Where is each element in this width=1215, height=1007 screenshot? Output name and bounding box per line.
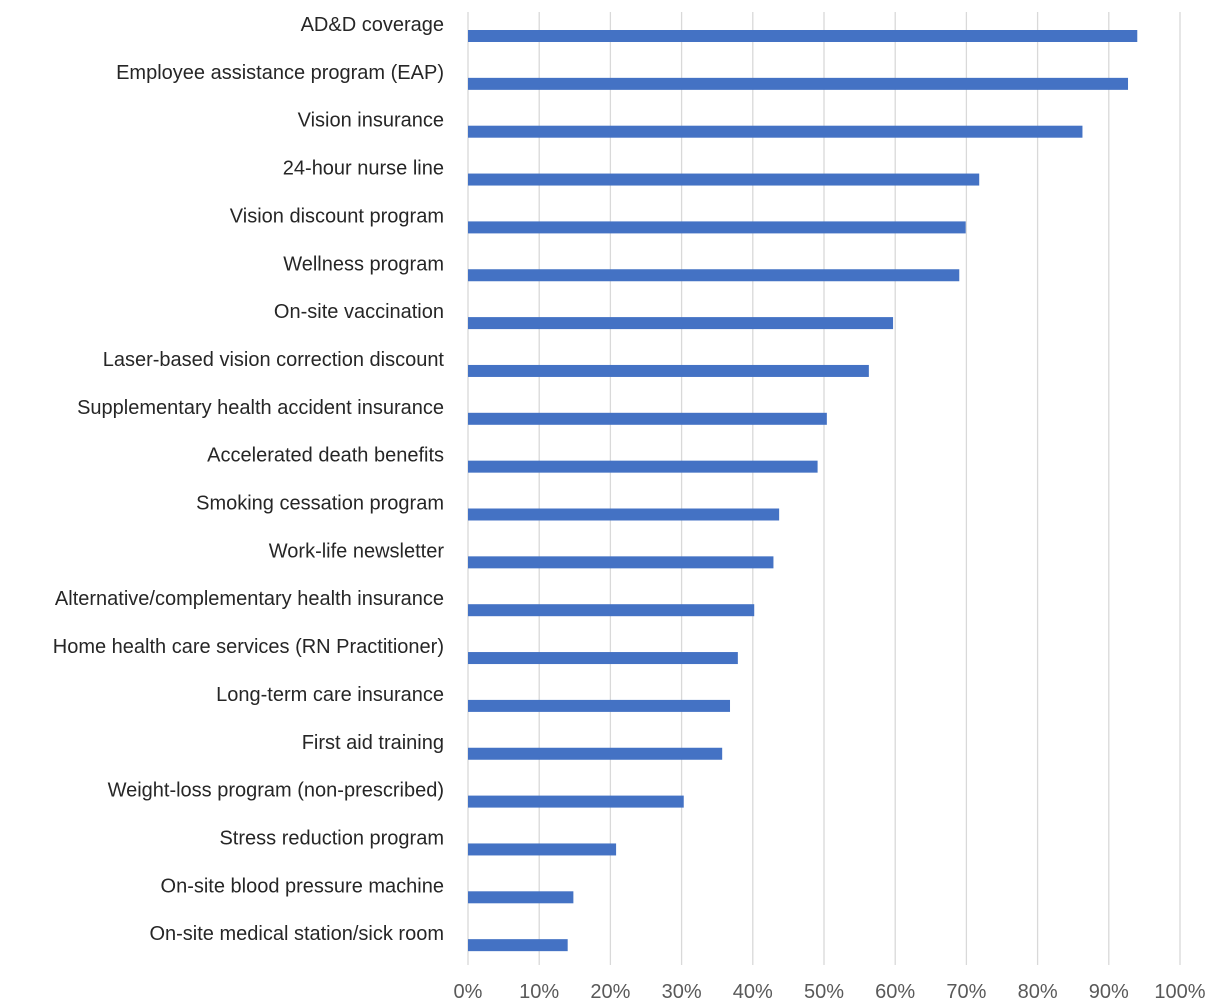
bar (468, 508, 780, 521)
bar (468, 939, 568, 952)
bar (468, 604, 755, 617)
x-tick-label: 100% (1154, 981, 1205, 1003)
x-tick-label: 50% (804, 981, 844, 1003)
bar (468, 364, 869, 377)
category-label: Alternative/complementary health insuran… (55, 588, 444, 610)
category-labels: AD&D coverage Employee assistance program… (53, 14, 445, 945)
category-label: On-site vaccination (274, 301, 444, 323)
category-label: 24-hour nurse line (283, 158, 444, 180)
bar (468, 699, 731, 712)
category-label: Stress reduction program (219, 827, 444, 849)
x-tick-label: 60% (875, 981, 915, 1003)
bar (468, 556, 774, 569)
bar (468, 795, 684, 808)
category-label: Vision discount program (230, 205, 444, 227)
x-tick-label: 80% (1018, 981, 1058, 1003)
category-label: Work-life newsletter (269, 540, 445, 562)
bars (468, 30, 1138, 952)
bar (468, 652, 738, 665)
category-label: AD&D coverage (301, 14, 444, 36)
bar (468, 173, 980, 186)
x-tick-label: 70% (946, 981, 986, 1003)
bar (468, 843, 617, 856)
category-label: Home health care services (RN Practition… (53, 636, 444, 658)
bar (468, 317, 894, 330)
category-label: Supplementary health accident insurance (77, 397, 444, 419)
category-label: Long-term care insurance (216, 684, 444, 706)
x-axis-tick-labels: 0% 10% 20% 30% 40% 50% 60% 70% 80% 90% 100% (454, 981, 1206, 1003)
bar (468, 412, 827, 425)
category-label: Vision insurance (298, 110, 444, 132)
category-label: On-site medical station/sick room (149, 923, 444, 945)
x-tick-label: 20% (590, 981, 630, 1003)
bar (468, 460, 818, 473)
x-tick-label: 10% (519, 981, 559, 1003)
category-label: First aid training (302, 732, 444, 754)
bar (468, 77, 1129, 90)
category-label: Accelerated death benefits (207, 445, 444, 467)
category-label: Wellness program (283, 253, 444, 275)
category-label: On-site blood pressure machine (161, 875, 444, 897)
x-tick-label: 90% (1089, 981, 1129, 1003)
bar (468, 30, 1138, 42)
x-tick-label: 40% (733, 981, 773, 1003)
bar (468, 747, 723, 760)
category-label: Weight-loss program (non-prescribed) (108, 780, 444, 802)
x-tick-label: 0% (454, 981, 483, 1003)
bar (468, 269, 960, 282)
category-label: Laser-based vision correction discount (103, 349, 445, 371)
x-tick-label: 30% (662, 981, 702, 1003)
bar (468, 891, 574, 904)
category-label: Smoking cessation program (196, 493, 444, 515)
bar (468, 221, 966, 234)
bar (468, 125, 1083, 138)
gridlines (467, 12, 1181, 965)
category-label: Employee assistance program (EAP) (116, 62, 444, 84)
